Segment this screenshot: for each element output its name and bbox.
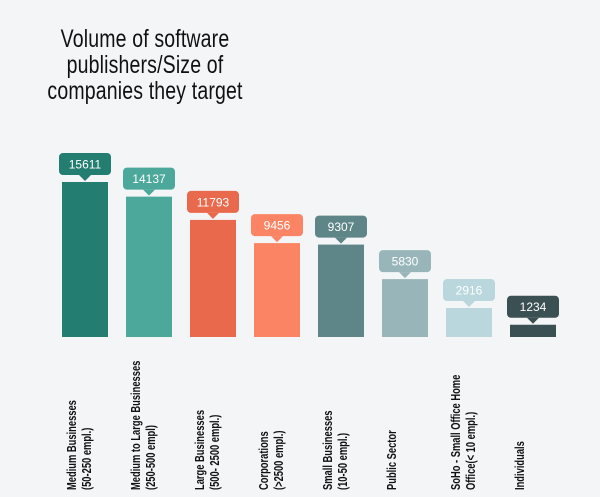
value-bubble <box>443 279 495 302</box>
data-label: 1234 <box>520 300 547 314</box>
tick-label: (250-500 empl) <box>145 425 159 490</box>
bar <box>190 219 236 337</box>
bar <box>446 308 492 337</box>
data-label: 11793 <box>197 195 230 209</box>
value-bubble-pointer <box>463 301 475 308</box>
tick-label: (500- 2500 empl.) <box>209 414 223 490</box>
tick-label: Small Businesses <box>322 410 336 490</box>
tick-label: Public Sector <box>386 430 400 490</box>
data-label: 5830 <box>392 255 419 269</box>
tick-label: Medium to Large Businesses <box>130 361 144 490</box>
bar <box>382 279 428 337</box>
value-bubble <box>507 295 559 318</box>
tick-label: (>2500 empl.) <box>273 430 287 490</box>
bar <box>62 182 108 337</box>
value-bubble <box>315 215 367 238</box>
value-bubble <box>187 190 239 213</box>
chart-title: Volume of software publishers/Size of co… <box>32 26 258 104</box>
data-label: 2916 <box>456 284 483 298</box>
tick-label: Medium Businesses <box>66 400 80 490</box>
value-bubble-pointer <box>79 175 91 181</box>
tick-label: Individuals <box>514 441 528 490</box>
data-label: 9456 <box>264 219 291 233</box>
tick-label: SoHo - Small Office Home <box>450 375 464 490</box>
value-bubble <box>123 167 175 190</box>
value-bubble <box>59 153 111 175</box>
value-bubble <box>379 250 431 273</box>
value-bubble-pointer <box>207 212 219 219</box>
bar <box>126 196 172 337</box>
tick-label: Corporations <box>258 431 272 490</box>
chart-title-line: publishers/Size of <box>66 51 224 79</box>
data-label: 9307 <box>328 220 355 234</box>
value-bubble-pointer <box>527 317 539 324</box>
tick-label: (50-250 empl.) <box>81 427 95 490</box>
value-bubble-pointer <box>399 272 411 279</box>
data-label: 14137 <box>132 172 166 186</box>
value-bubble-pointer <box>271 236 283 243</box>
value-bubble-pointer <box>143 189 155 196</box>
bar <box>254 243 300 337</box>
chart-title-line: companies they target <box>47 77 243 105</box>
bar <box>318 244 364 337</box>
value-bubble <box>251 214 303 237</box>
tick-label: Large Businesses <box>194 410 208 490</box>
tick-label: Office(< 10 empl.) <box>465 412 479 490</box>
chart-title-line: Volume of software <box>60 25 230 53</box>
value-bubble-pointer <box>335 237 347 244</box>
bar <box>510 324 556 337</box>
data-label: 15611 <box>69 158 102 172</box>
tick-label: (10-50 empl.) <box>337 433 351 490</box>
